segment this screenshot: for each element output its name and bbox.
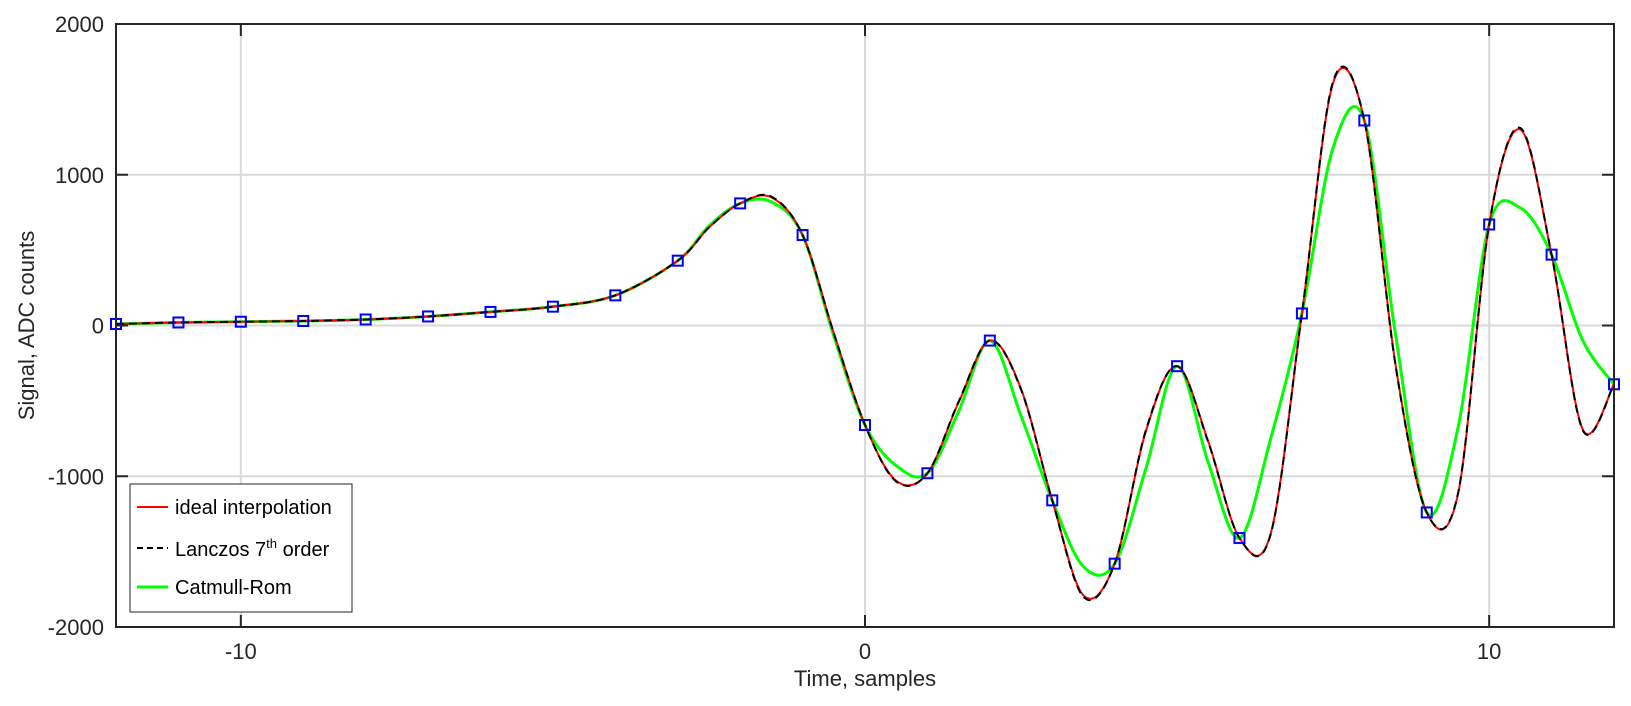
legend-label-lanczos-main: Lanczos 7 — [175, 539, 266, 561]
x-axis-title: Time, samples — [794, 666, 936, 691]
sample-marker — [1171, 360, 1184, 373]
sample-marker — [609, 289, 622, 302]
series-layer — [116, 65, 1614, 602]
y-tick-label: 2000 — [55, 12, 104, 37]
sample-marker — [1046, 494, 1059, 507]
legend-label-lanczos: Lanczos 7th order — [175, 536, 330, 561]
grid — [116, 24, 1614, 627]
sample-marker — [983, 334, 996, 347]
sample-marker — [859, 418, 871, 431]
sample-marker — [234, 315, 247, 328]
sample-marker — [1358, 114, 1371, 127]
sample-marker — [546, 300, 559, 313]
sample-marker — [921, 467, 934, 480]
sample-marker — [1545, 248, 1558, 261]
sample-marker — [796, 229, 809, 242]
sample-marker — [1233, 532, 1246, 545]
sample-marker — [359, 313, 372, 326]
sample-marker — [422, 310, 435, 323]
sample-marker — [1420, 506, 1433, 519]
sample-marker — [1483, 218, 1496, 231]
sample-marker — [671, 254, 684, 267]
legend-label-lanczos-tail: order — [277, 539, 330, 561]
x-tick-label: 0 — [859, 639, 871, 664]
sample-marker — [484, 305, 497, 318]
y-tick-label: -1000 — [48, 464, 104, 489]
axis-ticks: -10 0 10 -2000 -1000 0 1000 2000 — [48, 12, 1614, 664]
sample-markers — [110, 114, 1620, 570]
y-tick-label: 0 — [92, 314, 104, 339]
sample-marker — [734, 197, 747, 210]
sample-marker — [1108, 557, 1121, 570]
series-line-lanczos — [116, 65, 1614, 602]
y-tick-label: 1000 — [55, 163, 104, 188]
legend-label-ideal: ideal interpolation — [175, 497, 332, 519]
sample-marker — [172, 316, 185, 329]
x-tick-label: 10 — [1477, 639, 1501, 664]
x-tick-label: -10 — [225, 639, 257, 664]
legend-label-catmull-rom: Catmull-Rom — [175, 577, 292, 599]
legend: ideal interpolation Lanczos 7th order Ca… — [129, 483, 353, 613]
legend-label-lanczos-sup: th — [266, 536, 277, 551]
y-axis-title: Signal, ADC counts — [14, 231, 39, 421]
sample-marker — [1295, 307, 1308, 320]
y-tick-label: -2000 — [48, 615, 104, 640]
sample-marker — [297, 314, 310, 327]
